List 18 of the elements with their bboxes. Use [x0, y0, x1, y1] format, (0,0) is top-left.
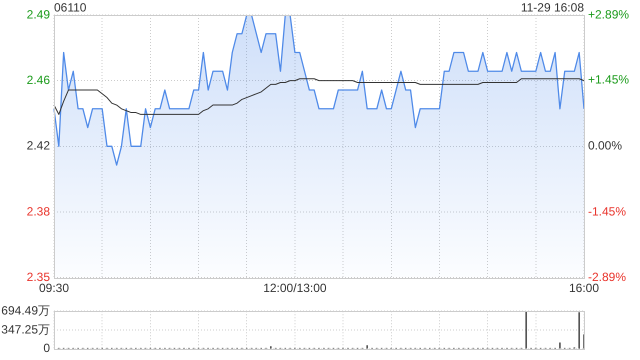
x-tick-label: 16:00 [568, 281, 600, 296]
y-tick-label: 2.49 [26, 7, 50, 22]
x-tick-label: 12:00/13:00 [263, 281, 327, 296]
y-tick-label: 2.38 [26, 204, 50, 218]
chart-title: 06110 [54, 0, 87, 14]
y2-tick-label: -1.45% [588, 204, 626, 218]
y-tick-label: 2.46 [26, 72, 50, 87]
text: 11-29 16:08 [520, 0, 584, 14]
y2-tick-label: +2.89% [588, 7, 630, 22]
y-tick-label: 694.49万 [1, 304, 50, 318]
y2-tick-label: 0.00% [588, 138, 622, 153]
y-tick-label: 2.42 [26, 138, 50, 153]
y-tick-label: 347.25万 [1, 322, 50, 336]
y-tick-label: 2.35 [26, 270, 50, 284]
y-tick-label: 0 [43, 341, 50, 356]
y2-tick-label: -2.89% [588, 270, 626, 284]
y2-tick-label: +1.45% [588, 72, 630, 87]
x-tick-label: 09:30 [38, 281, 70, 296]
